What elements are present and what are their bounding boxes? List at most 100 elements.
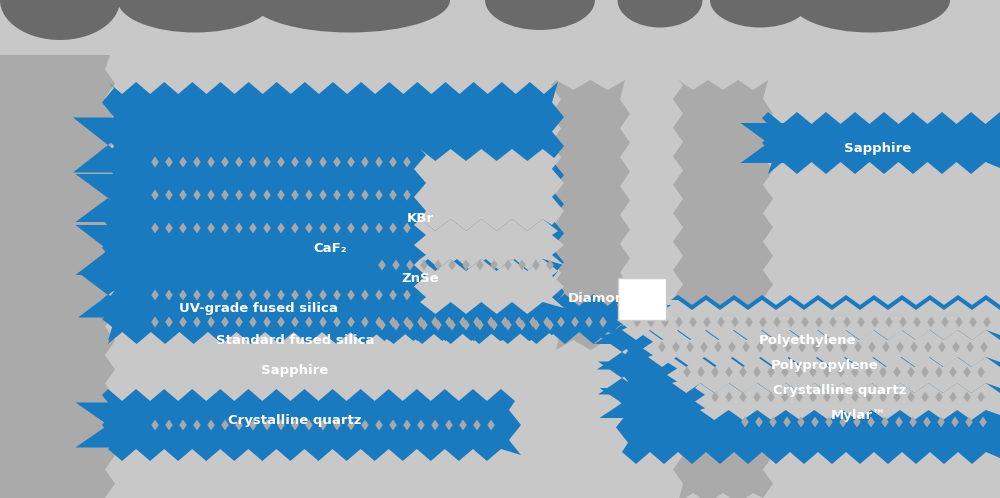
Polygon shape — [741, 416, 749, 427]
Polygon shape — [179, 223, 187, 234]
Polygon shape — [389, 419, 397, 430]
Polygon shape — [557, 317, 565, 328]
Polygon shape — [689, 317, 697, 328]
Polygon shape — [643, 330, 1000, 367]
Polygon shape — [769, 416, 777, 427]
Polygon shape — [594, 306, 650, 344]
Text: Crystalline quartz: Crystalline quartz — [773, 383, 907, 396]
Polygon shape — [825, 416, 833, 427]
Polygon shape — [347, 156, 355, 167]
Ellipse shape — [485, 0, 595, 30]
Polygon shape — [249, 317, 257, 328]
Polygon shape — [857, 317, 865, 328]
Polygon shape — [532, 320, 540, 331]
Polygon shape — [767, 391, 775, 402]
Polygon shape — [165, 190, 173, 201]
Polygon shape — [599, 317, 607, 328]
Polygon shape — [193, 419, 201, 430]
Polygon shape — [795, 391, 803, 402]
Polygon shape — [815, 317, 823, 328]
Polygon shape — [263, 317, 271, 328]
Polygon shape — [801, 317, 809, 328]
Polygon shape — [907, 367, 915, 377]
Polygon shape — [403, 419, 411, 430]
Polygon shape — [571, 317, 579, 328]
Ellipse shape — [0, 0, 120, 40]
Polygon shape — [392, 320, 400, 331]
Text: ZnSe: ZnSe — [401, 271, 439, 284]
Polygon shape — [179, 156, 187, 167]
Polygon shape — [882, 342, 890, 353]
Polygon shape — [787, 317, 795, 328]
Polygon shape — [235, 156, 243, 167]
Polygon shape — [420, 320, 428, 331]
Polygon shape — [378, 259, 386, 270]
Polygon shape — [683, 367, 691, 377]
Polygon shape — [179, 317, 187, 328]
Polygon shape — [102, 82, 564, 341]
Polygon shape — [403, 190, 411, 201]
Polygon shape — [473, 317, 481, 328]
Polygon shape — [546, 320, 554, 331]
Polygon shape — [375, 223, 383, 234]
Polygon shape — [434, 320, 442, 331]
Polygon shape — [783, 416, 791, 427]
Polygon shape — [543, 317, 551, 328]
Polygon shape — [389, 223, 397, 234]
Polygon shape — [622, 300, 678, 305]
Polygon shape — [667, 357, 1000, 393]
Polygon shape — [361, 190, 369, 201]
Polygon shape — [755, 416, 763, 427]
Polygon shape — [249, 223, 257, 234]
Polygon shape — [277, 223, 285, 234]
Polygon shape — [921, 391, 929, 402]
Text: CaF₂: CaF₂ — [313, 242, 347, 254]
Polygon shape — [305, 223, 313, 234]
Polygon shape — [193, 156, 201, 167]
Polygon shape — [965, 416, 973, 427]
Polygon shape — [221, 223, 229, 234]
Polygon shape — [263, 289, 271, 300]
Polygon shape — [375, 317, 383, 328]
Polygon shape — [207, 289, 215, 300]
Polygon shape — [291, 419, 299, 430]
Polygon shape — [291, 289, 299, 300]
Polygon shape — [616, 299, 1000, 464]
Polygon shape — [983, 317, 991, 328]
Polygon shape — [319, 223, 327, 234]
Polygon shape — [263, 223, 271, 234]
Polygon shape — [661, 317, 669, 328]
Polygon shape — [504, 320, 512, 331]
Polygon shape — [826, 342, 834, 353]
Polygon shape — [221, 156, 229, 167]
Polygon shape — [193, 289, 201, 300]
Polygon shape — [546, 259, 554, 270]
Polygon shape — [949, 367, 957, 377]
Polygon shape — [952, 342, 960, 353]
Polygon shape — [742, 342, 750, 353]
Polygon shape — [617, 295, 1000, 343]
Polygon shape — [291, 223, 299, 234]
Polygon shape — [263, 156, 271, 167]
Polygon shape — [728, 342, 736, 353]
Polygon shape — [837, 367, 845, 377]
Polygon shape — [617, 300, 1000, 340]
Polygon shape — [221, 419, 229, 430]
Polygon shape — [823, 391, 831, 402]
Polygon shape — [725, 367, 733, 377]
Polygon shape — [893, 367, 901, 377]
Polygon shape — [476, 320, 484, 331]
Polygon shape — [658, 342, 666, 353]
Ellipse shape — [710, 0, 810, 27]
Polygon shape — [865, 391, 873, 402]
Polygon shape — [717, 317, 725, 328]
Polygon shape — [907, 391, 915, 402]
Polygon shape — [151, 317, 159, 328]
Polygon shape — [420, 259, 428, 270]
Polygon shape — [406, 259, 414, 270]
Polygon shape — [851, 391, 859, 402]
Ellipse shape — [118, 0, 272, 32]
Text: Crystalline quartz: Crystalline quartz — [228, 413, 362, 426]
Polygon shape — [235, 223, 243, 234]
Polygon shape — [843, 317, 851, 328]
